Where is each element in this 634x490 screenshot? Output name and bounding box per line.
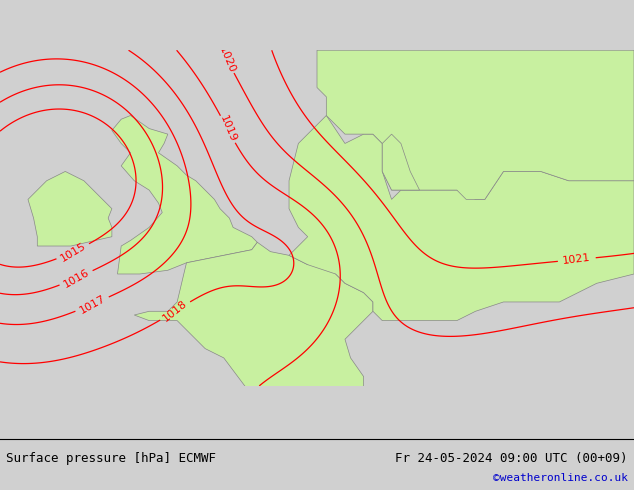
Text: 1021: 1021 bbox=[562, 253, 592, 266]
Polygon shape bbox=[289, 116, 634, 320]
Polygon shape bbox=[134, 242, 373, 401]
Polygon shape bbox=[382, 134, 420, 190]
Text: 1015: 1015 bbox=[58, 240, 87, 263]
Polygon shape bbox=[112, 116, 257, 274]
Text: 1018: 1018 bbox=[161, 298, 190, 324]
Text: 1019: 1019 bbox=[217, 114, 238, 144]
Text: ©weatheronline.co.uk: ©weatheronline.co.uk bbox=[493, 473, 628, 483]
Text: Surface pressure [hPa] ECMWF: Surface pressure [hPa] ECMWF bbox=[6, 452, 216, 465]
Polygon shape bbox=[28, 172, 112, 246]
Text: 1016: 1016 bbox=[61, 267, 91, 289]
Text: 1017: 1017 bbox=[77, 293, 107, 316]
Text: 1020: 1020 bbox=[217, 45, 236, 74]
Text: Fr 24-05-2024 09:00 UTC (00+09): Fr 24-05-2024 09:00 UTC (00+09) bbox=[395, 452, 628, 465]
Polygon shape bbox=[317, 50, 634, 199]
